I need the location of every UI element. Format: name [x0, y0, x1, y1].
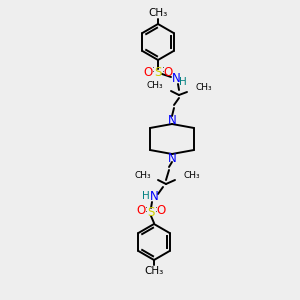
- Text: N: N: [172, 73, 180, 85]
- Text: H: H: [179, 77, 187, 87]
- Text: O: O: [143, 65, 153, 79]
- Text: N: N: [168, 113, 176, 127]
- Text: H: H: [142, 191, 150, 201]
- Text: :: :: [145, 205, 147, 214]
- Text: O: O: [164, 65, 172, 79]
- Text: CH₃: CH₃: [134, 172, 151, 181]
- Text: CH₃: CH₃: [195, 82, 211, 91]
- Text: N: N: [168, 152, 176, 164]
- Text: CH₃: CH₃: [144, 266, 164, 276]
- Text: N: N: [150, 190, 158, 203]
- Text: O: O: [156, 205, 166, 218]
- Text: O: O: [136, 205, 146, 218]
- Text: CH₃: CH₃: [148, 8, 168, 18]
- Text: S: S: [154, 67, 162, 80]
- Text: :: :: [162, 65, 164, 74]
- Text: :: :: [152, 65, 154, 74]
- Text: S: S: [147, 206, 155, 218]
- Text: :: :: [154, 205, 158, 214]
- Text: CH₃: CH₃: [183, 172, 200, 181]
- Text: CH₃: CH₃: [146, 82, 163, 91]
